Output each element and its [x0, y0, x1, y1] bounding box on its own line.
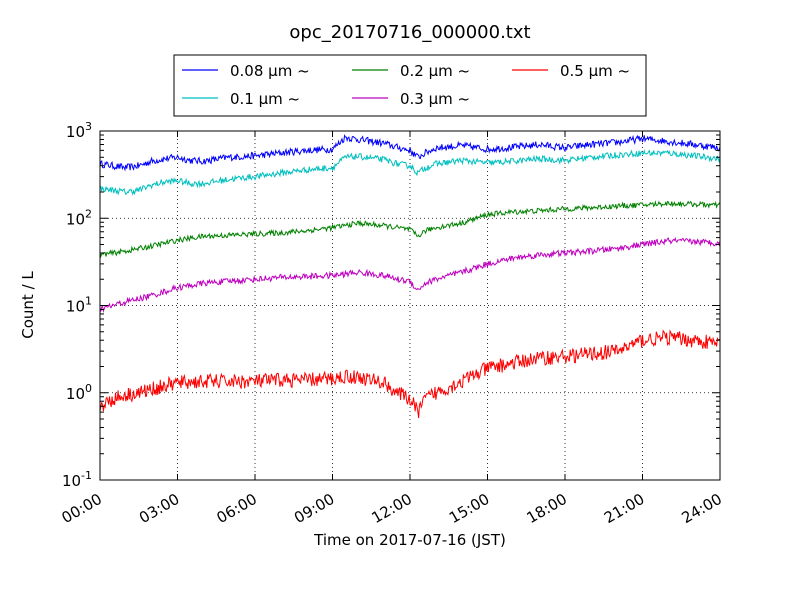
legend: 0.08 μm ~ 0.1 μm ~ 0.2 μm ~ 0.3 μm ~ 0.5 μm …	[173, 54, 647, 117]
series-line	[99, 133, 721, 172]
y-tick-label: 102	[66, 207, 92, 228]
legend-entry: 0.3 μm ~	[400, 90, 470, 108]
y-tick-label: 103	[66, 120, 92, 141]
chart-title: opc_20170716_000000.txt	[289, 22, 530, 43]
legend-entry: 0.1 μm ~	[230, 90, 300, 108]
legend-entry: 0.08 μm ~	[230, 62, 310, 80]
legend-entry: 0.5 μm ~	[560, 62, 630, 80]
series-line	[99, 236, 721, 314]
series-line	[99, 329, 721, 419]
y-tick-label: 10-1	[62, 469, 92, 490]
y-tick-label: 101	[66, 295, 92, 316]
series-line	[99, 148, 721, 196]
legend-box	[173, 54, 647, 117]
y-axis-label: Count / L	[19, 271, 37, 339]
x-axis-label: Time on 2017-07-16 (JST)	[313, 531, 506, 549]
y-axis: 10-1 100 101 102 103	[62, 120, 720, 490]
y-tick-label: 100	[66, 382, 92, 403]
series-lines	[99, 133, 721, 419]
grid-lines	[100, 131, 720, 480]
legend-entry: 0.2 μm ~	[400, 62, 470, 80]
series-line	[99, 200, 721, 259]
